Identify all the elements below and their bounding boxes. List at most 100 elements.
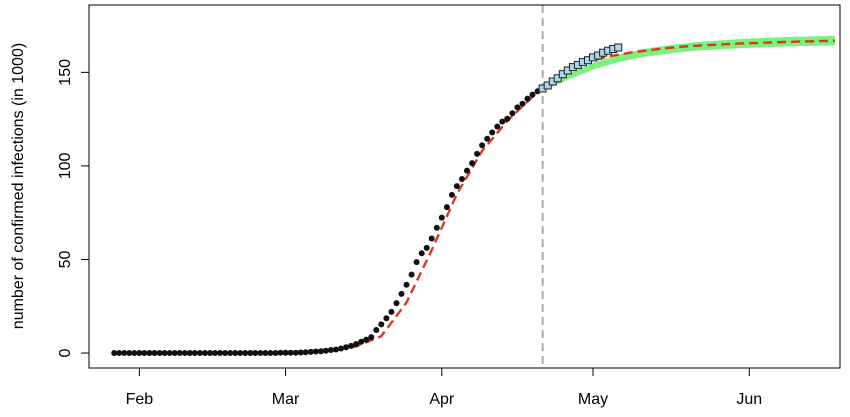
observed-point xyxy=(514,104,521,111)
observed-point xyxy=(348,342,355,349)
observed-point xyxy=(484,135,491,142)
observed-point xyxy=(388,308,395,315)
observed-point xyxy=(343,344,350,351)
observed-point xyxy=(222,350,229,356)
observed-point xyxy=(302,349,309,356)
x-tick-label: Jun xyxy=(736,391,762,408)
observed-point xyxy=(116,350,123,356)
observed-point xyxy=(252,350,259,356)
observed-point xyxy=(378,321,385,328)
observed-point xyxy=(287,349,294,356)
observed-point xyxy=(131,350,138,356)
observed-point xyxy=(237,350,244,356)
x-axis: Feb Mar Apr May Jun xyxy=(126,367,762,408)
observed-point xyxy=(322,347,329,354)
observed-point xyxy=(227,350,234,356)
observed-point xyxy=(247,350,254,356)
observed-point xyxy=(126,350,133,356)
observed-point xyxy=(141,350,148,356)
observed-point xyxy=(408,271,415,278)
observed-point xyxy=(393,300,400,307)
observed-point xyxy=(413,259,420,266)
observed-point xyxy=(282,349,289,356)
observed-point xyxy=(499,118,506,125)
observed-point xyxy=(474,150,481,157)
observed-point xyxy=(333,346,339,353)
observed-point xyxy=(363,336,370,343)
y-tick-label: 100 xyxy=(57,152,74,179)
x-tick-label: Mar xyxy=(272,391,300,408)
observed-point xyxy=(156,350,163,356)
observed-point xyxy=(171,350,178,356)
observed-point xyxy=(509,110,516,117)
observed-point xyxy=(307,348,314,355)
x-tick-label: May xyxy=(578,391,608,408)
y-axis: 0 50 100 150 xyxy=(57,59,90,357)
x-tick-label: Feb xyxy=(126,391,154,408)
observed-point xyxy=(196,350,203,356)
observed-point xyxy=(136,350,143,356)
observed-point xyxy=(504,115,511,122)
observed-point xyxy=(443,204,450,211)
model-fit-layer xyxy=(114,39,836,355)
observed-point xyxy=(186,350,193,356)
observed-point xyxy=(176,350,183,356)
observed-point xyxy=(161,350,168,356)
observed-point xyxy=(418,250,425,257)
observed-point xyxy=(146,350,153,356)
observed-point xyxy=(201,350,208,356)
observed-point xyxy=(403,281,410,288)
observed-point xyxy=(212,350,218,356)
observed-points-layer xyxy=(111,88,541,356)
observed-point xyxy=(353,341,360,347)
observed-point xyxy=(453,183,460,190)
y-axis-label: number of confirmed infections (in 1000) xyxy=(10,43,27,329)
observed-point xyxy=(111,350,118,356)
observed-point xyxy=(121,350,128,356)
y-tick-label: 150 xyxy=(57,59,74,86)
observed-point xyxy=(257,350,264,356)
observed-point xyxy=(327,347,334,353)
observed-point xyxy=(464,167,470,174)
held-out-point xyxy=(614,43,623,52)
observed-point xyxy=(277,349,284,356)
observed-point xyxy=(262,350,269,356)
observed-point xyxy=(438,214,445,221)
observed-point xyxy=(272,350,279,356)
observed-point xyxy=(166,350,173,356)
observed-point xyxy=(368,334,375,341)
observed-point xyxy=(292,349,299,356)
observed-point xyxy=(459,176,465,182)
observed-point xyxy=(524,95,531,102)
observed-point xyxy=(479,142,486,149)
held-out-point xyxy=(553,74,562,83)
observed-point xyxy=(181,350,188,356)
y-tick-label: 0 xyxy=(57,348,74,357)
y-tick-label: 50 xyxy=(57,250,74,268)
plot-frame xyxy=(88,4,841,369)
observed-point xyxy=(191,350,198,356)
observed-point xyxy=(469,160,476,167)
observed-point xyxy=(433,224,440,231)
observed-point xyxy=(448,191,455,198)
observed-point xyxy=(242,350,249,356)
observed-point xyxy=(267,350,274,356)
observed-point xyxy=(519,100,526,107)
observed-point xyxy=(423,244,430,251)
observed-point xyxy=(338,345,344,352)
observed-point xyxy=(297,349,304,356)
observed-point xyxy=(232,350,239,356)
x-tick-label: Apr xyxy=(429,391,455,408)
observed-point xyxy=(398,290,405,297)
observed-point xyxy=(317,348,324,355)
observed-point xyxy=(428,235,435,242)
observed-point xyxy=(358,338,365,345)
model-fit-line xyxy=(114,39,836,355)
observed-point xyxy=(207,350,213,356)
held-out-points-layer xyxy=(538,43,623,93)
observed-point xyxy=(383,315,390,322)
observed-point xyxy=(312,348,319,355)
observed-point xyxy=(373,327,380,333)
observed-point xyxy=(494,123,501,130)
